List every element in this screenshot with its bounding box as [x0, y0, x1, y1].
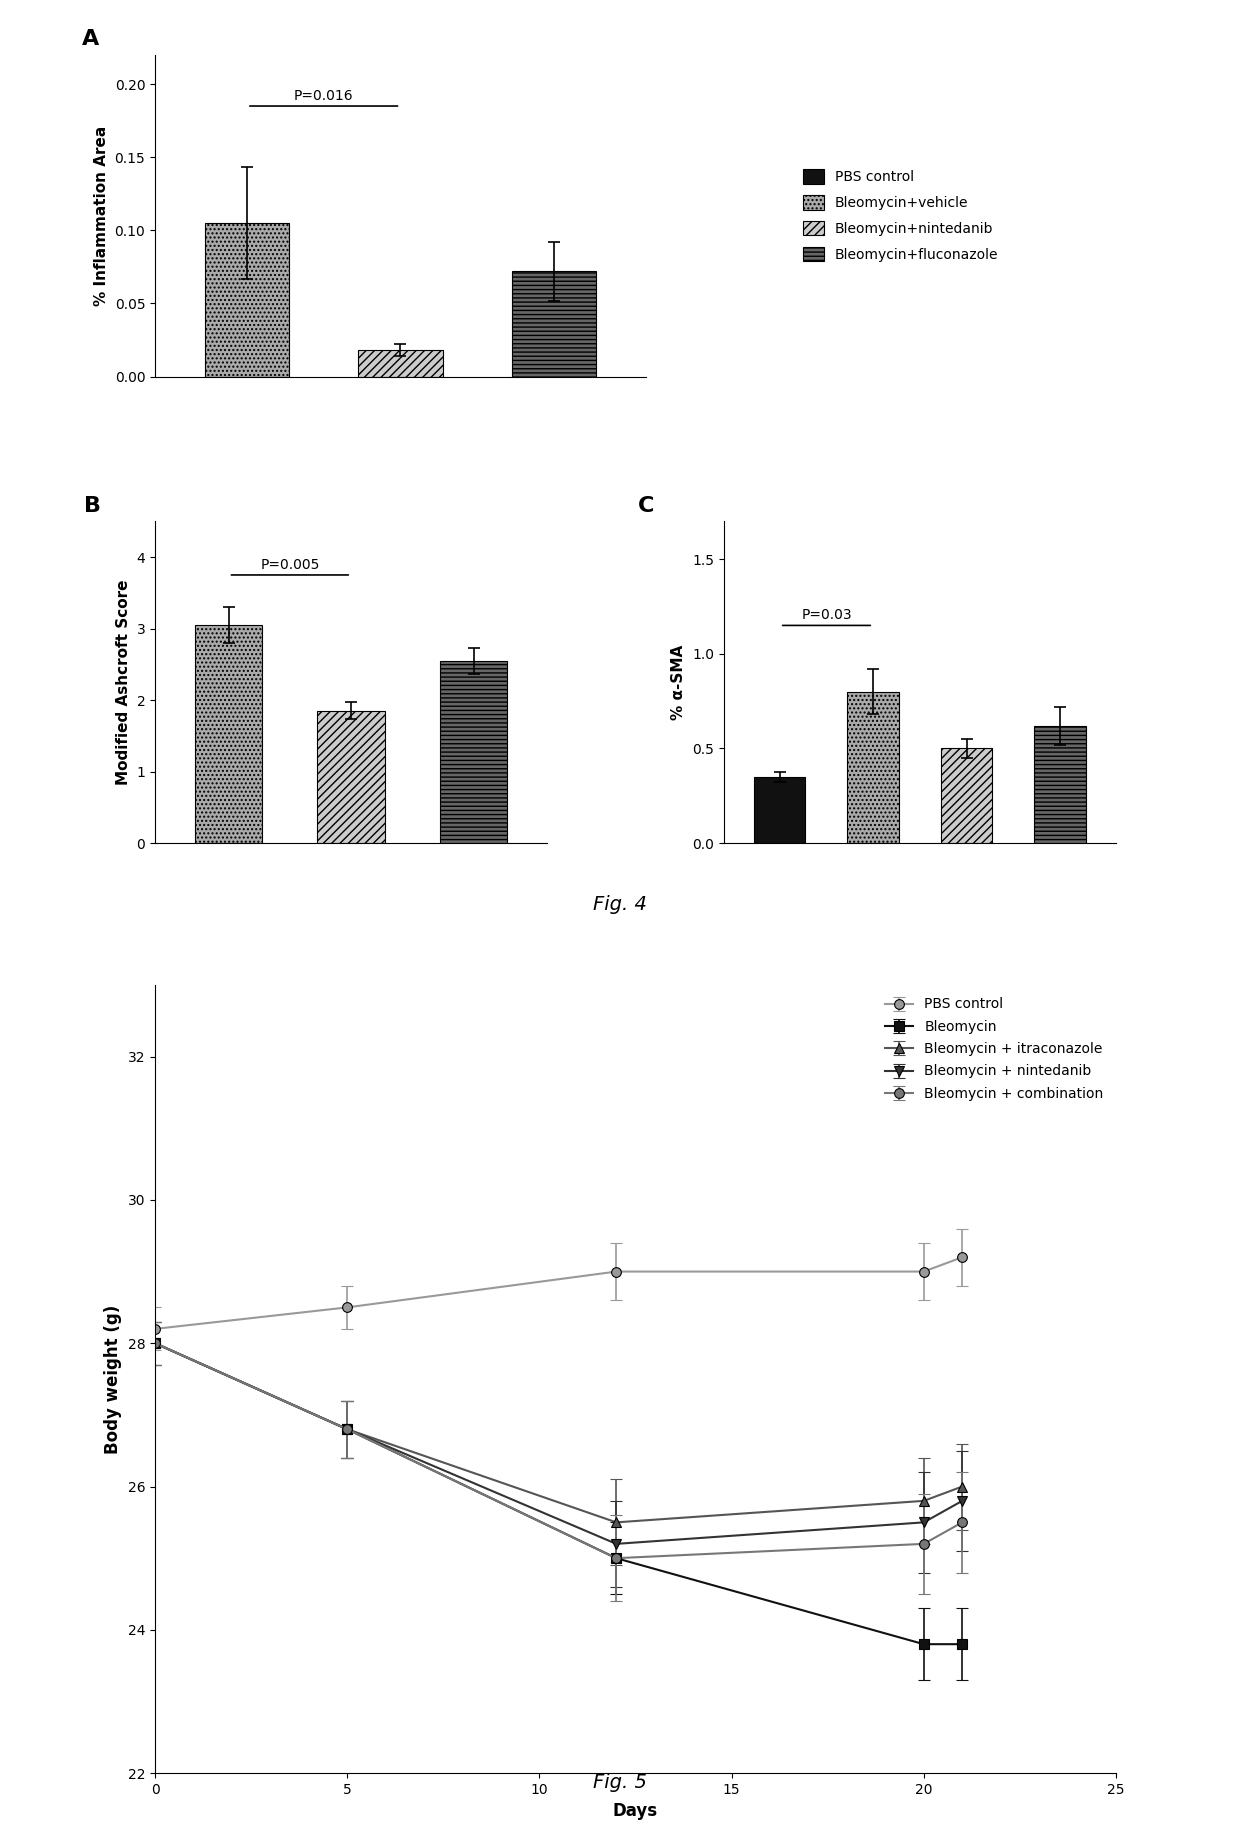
Bar [847, 691, 899, 843]
Y-axis label: % α-SMA: % α-SMA [672, 645, 687, 720]
Bar [1034, 726, 1086, 843]
Y-axis label: % Inflammation Area: % Inflammation Area [94, 126, 109, 305]
Bar [941, 748, 992, 843]
Text: Fig. 4: Fig. 4 [593, 896, 647, 914]
Bar [205, 223, 289, 377]
Bar [317, 711, 384, 843]
Text: B: B [84, 495, 102, 515]
Bar [440, 660, 507, 843]
Text: A: A [82, 29, 99, 49]
Bar [512, 271, 596, 377]
Y-axis label: Body weight (g): Body weight (g) [104, 1305, 122, 1453]
Legend: PBS control, Bleomycin, Bleomycin + itraconazole, Bleomycin + nintedanib, Bleomy: PBS control, Bleomycin, Bleomycin + itra… [880, 993, 1109, 1106]
Bar [195, 625, 262, 843]
X-axis label: Days: Days [613, 1802, 658, 1821]
Bar [754, 777, 806, 843]
Y-axis label: Modified Ashcroft Score: Modified Ashcroft Score [115, 579, 131, 784]
Text: P=0.016: P=0.016 [294, 90, 353, 102]
Legend: PBS control, Bleomycin+vehicle, Bleomycin+nintedanib, Bleomycin+fluconazole: PBS control, Bleomycin+vehicle, Bleomyci… [796, 163, 1006, 269]
Bar [358, 351, 443, 377]
Text: P=0.005: P=0.005 [260, 558, 320, 572]
Text: Fig. 5: Fig. 5 [593, 1773, 647, 1791]
Text: C: C [637, 495, 653, 515]
Text: P=0.03: P=0.03 [801, 609, 852, 622]
